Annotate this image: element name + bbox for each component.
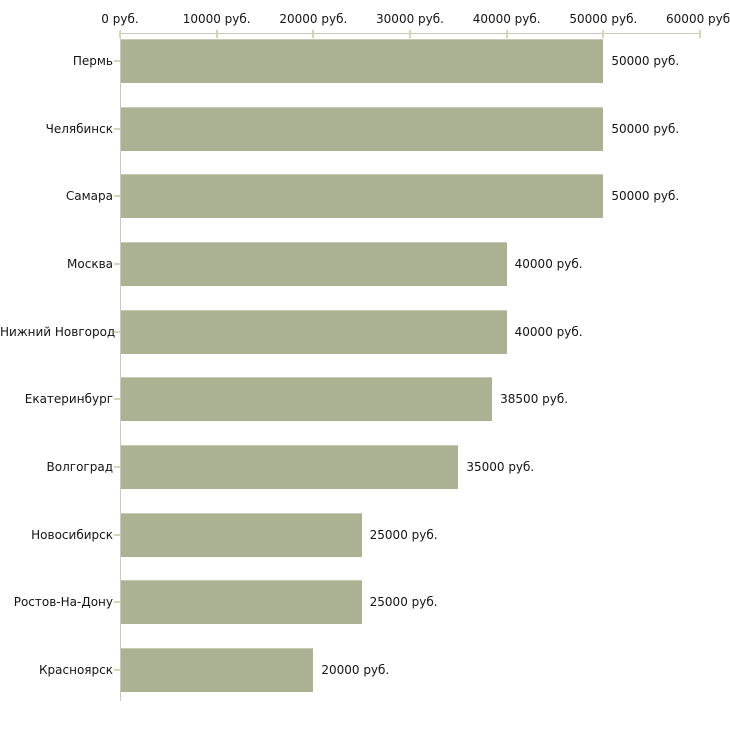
category-tick-mark <box>114 466 120 468</box>
bar-6 <box>121 377 493 421</box>
x-axis-tick-mark <box>505 30 508 38</box>
bar-5 <box>121 310 507 354</box>
category-tick-mark <box>114 669 120 671</box>
category-label: Красноярск <box>39 663 113 677</box>
category-label: Екатеринбург <box>24 392 113 406</box>
x-axis-tick-mark <box>699 30 701 38</box>
bar-value-label: 50000 руб. <box>611 54 680 68</box>
x-axis-tick-label: 0 руб. <box>101 12 139 26</box>
bar-1 <box>121 39 604 83</box>
bar-value-label: 35000 руб. <box>466 460 535 474</box>
category-label: Нижний Новгород <box>0 325 116 339</box>
bar-value-label: 40000 руб. <box>514 325 583 339</box>
bar-value-label: 40000 руб. <box>514 257 583 271</box>
bar-8 <box>121 513 362 557</box>
x-axis-tick-mark <box>602 30 605 38</box>
category-label: Москва <box>67 257 113 271</box>
bar-value-label: 50000 руб. <box>611 122 680 136</box>
category-tick-mark <box>114 601 120 603</box>
x-axis-tick-label: 50000 руб. <box>569 12 638 26</box>
category-tick-mark <box>114 331 120 333</box>
category-tick-mark <box>114 60 120 62</box>
category-label: Пермь <box>72 54 113 68</box>
category-label: Челябинск <box>45 122 113 136</box>
category-tick-mark <box>114 398 120 400</box>
x-axis-tick-label: 10000 руб. <box>182 12 251 26</box>
x-axis-tick-mark <box>409 30 411 38</box>
x-axis-tick-label: 30000 руб. <box>376 12 444 26</box>
x-axis-tick-label: 60000 руб. <box>666 12 730 26</box>
category-tick-mark <box>114 534 120 536</box>
x-axis-tick-label: 20000 руб. <box>279 12 348 26</box>
category-label: Новосибирск <box>31 528 113 542</box>
category-tick-mark <box>114 263 120 265</box>
bar-4 <box>121 242 507 286</box>
x-axis-tick-label: 40000 руб. <box>472 12 541 26</box>
bar-value-label: 38500 руб. <box>500 392 569 406</box>
x-axis-tick-mark <box>215 30 218 38</box>
category-label: Самара <box>65 189 113 203</box>
y-axis-line <box>120 33 121 701</box>
bar-2 <box>121 107 604 151</box>
bar-3 <box>121 174 604 218</box>
bar-value-label: 20000 руб. <box>321 663 390 677</box>
category-tick-mark <box>114 195 120 197</box>
bar-value-label: 25000 руб. <box>369 595 438 609</box>
category-label: Волгоград <box>46 460 113 474</box>
bar-value-label: 50000 руб. <box>611 189 680 203</box>
bar-value-label: 25000 руб. <box>369 528 438 542</box>
category-label: Ростов-На-Дону <box>13 595 113 609</box>
bar-9 <box>121 580 362 624</box>
bar-7 <box>121 445 459 489</box>
category-tick-mark <box>114 128 120 130</box>
bar-10 <box>121 648 314 692</box>
x-axis-tick-mark <box>312 30 315 38</box>
x-axis-tick-mark <box>119 30 121 38</box>
